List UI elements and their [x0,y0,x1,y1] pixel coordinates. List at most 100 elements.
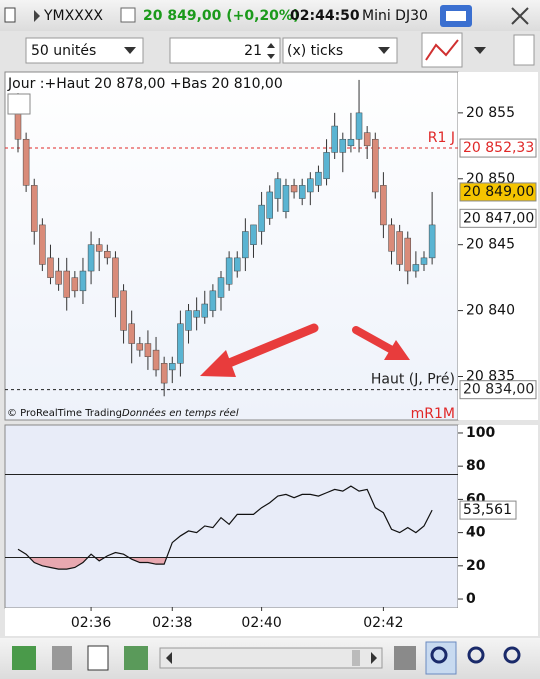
candle-body [209,290,217,311]
candle-body [136,343,144,351]
scrollbar[interactable] [159,647,383,669]
tool-button[interactable] [12,646,36,670]
dropdown-arrow[interactable] [474,47,486,54]
candle-body [420,257,428,265]
units-value[interactable]: 50 unités [31,43,96,59]
level-label: 20 834,00 [463,382,534,398]
candle-body [193,310,200,318]
level-label: 20 852,33 [463,140,534,156]
y-tick-label: 20 840 [466,303,515,319]
dropdown-arrow[interactable] [124,47,136,54]
candle-body [30,185,38,232]
candle-body [104,251,111,259]
candle-body [233,257,241,272]
candle-body [355,112,363,140]
mode-select[interactable] [282,37,398,64]
candle-body [388,224,395,252]
candle-body [144,343,152,357]
candle-body [79,270,87,292]
keyboard-glyph [446,11,466,21]
candle-body [225,257,233,285]
zoom-glyph [430,646,448,664]
candle-body [266,191,273,219]
close-button[interactable] [511,7,529,25]
indicators-glyph [425,39,459,61]
info-icon[interactable] [120,7,136,23]
candle-body [120,290,127,331]
candle-body [14,112,22,140]
candle-body [87,244,95,272]
candle-body [315,171,322,186]
symbol[interactable]: YMXXXX [43,8,103,24]
price-marker-label: 20 849,00 [463,184,534,200]
scroll-thumb[interactable] [352,650,360,666]
candle-body [39,224,46,265]
price-axis-bg [458,72,538,420]
candle-body [274,178,282,199]
time-axis-bg [5,608,538,636]
window-icon[interactable] [4,7,16,23]
oscillator-line [17,485,433,570]
marker-text: mR1M [411,406,455,422]
count-input[interactable] [169,37,281,64]
candle-body [22,138,30,186]
tool-button[interactable] [124,646,148,670]
price-marker-box [459,182,537,202]
y-tick-label: 80 [466,458,486,474]
tool-button[interactable] [394,646,416,670]
sync-button[interactable] [7,93,31,115]
candle-body [428,224,436,259]
current-box [459,500,517,520]
candle-body [298,185,306,199]
candle-body [250,224,257,245]
level-box [459,138,537,158]
x-tick-label: 02:42 [363,615,403,631]
candle-body [71,277,79,292]
candle-body [380,185,387,226]
zoom-in-button[interactable] [503,646,521,664]
candle-body [363,132,371,147]
x-tick-label: 02:40 [241,615,281,631]
mode-value[interactable]: (x) ticks [287,43,343,59]
candle-body [372,138,379,193]
symbol-arrow[interactable] [34,10,40,22]
annotation-arrow [217,323,319,371]
spinner[interactable] [267,43,275,59]
candle-body [290,185,298,193]
candle-body [282,185,290,212]
y-tick-label: 20 845 [466,237,515,253]
y-tick-label: 0 [466,591,476,607]
candle-body [55,270,62,285]
units-select[interactable] [25,37,144,64]
current-label: 53,561 [463,502,512,518]
refresh-button[interactable] [513,34,535,66]
candle-body [128,323,135,344]
annotation-arrowhead [384,340,410,360]
y-tick-label: 20 855 [466,105,515,121]
copyright: © ProRealTime Trading [7,408,122,419]
x-tick-label: 02:38 [152,615,192,631]
candle-body [404,237,412,272]
y-tick-label: 40 [466,525,486,541]
x-tick-label: 02:36 [71,615,111,631]
candle-body [258,204,265,232]
tool-button[interactable] [52,646,72,670]
candle-body [331,125,338,153]
candle-body [185,310,192,331]
zoom-out-button[interactable] [467,646,485,664]
candle-body [347,138,355,147]
tool-button[interactable] [87,645,109,671]
candle-body [112,257,119,298]
zoom-fit-button[interactable] [425,641,457,675]
count-value[interactable]: 21 [244,43,262,59]
oscillator-panel [4,424,459,609]
annotation-arrow [352,326,396,354]
candle-body [177,323,184,364]
y-tick-label: 20 [466,558,486,574]
level-name: Haut (J, Pré) [371,372,455,388]
price-change: 20 849,00 (+0,20%) [143,8,299,24]
candle-body [339,138,347,153]
dropdown-arrow[interactable] [378,47,390,54]
candle-body [201,303,209,318]
